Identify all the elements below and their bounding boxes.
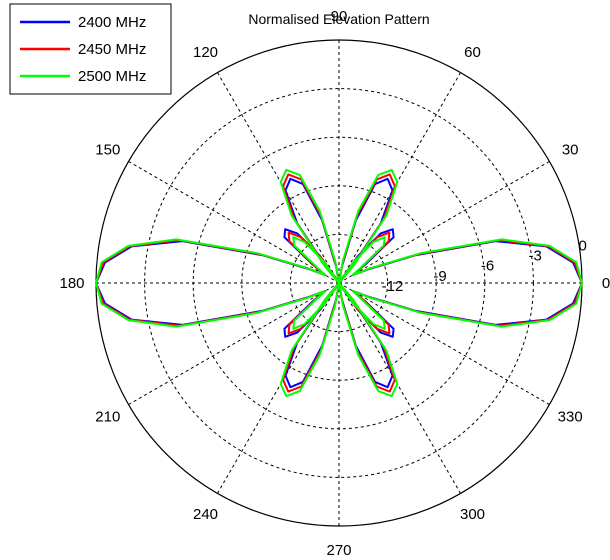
angle-tick-label: 180 [59,275,84,292]
legend-box [9,3,172,95]
angle-tick-label: 150 [95,142,120,159]
legend: 2400 MHz 2450 MHz 2500 MHz [9,3,172,95]
grid-spoke [338,282,550,405]
angle-tick-label: 270 [326,542,351,559]
radial-tick-label: -9 [433,268,446,285]
angle-tick-label: 240 [193,506,218,523]
radial-tick-label: -6 [481,258,494,275]
angle-tick-label: 330 [558,409,583,426]
grid-spoke [338,161,550,284]
angle-tick-label: 0 [602,275,610,292]
grid-spoke [128,161,340,284]
angle-tick-label: 210 [95,409,120,426]
chart-title: Normalised Elevation Pattern [248,11,429,27]
grid-spoke [338,72,461,284]
grid-spoke [128,282,340,405]
legend-label: 2400 MHz [78,14,146,31]
radial-tick-label: -3 [529,248,542,265]
angle-tick-label: 300 [460,506,485,523]
series-layer [95,168,583,398]
legend-label: 2450 MHz [78,41,146,58]
labels-layer: 0 30 60 90 120 150 180 210 240 270 300 330 0 -3 -6 -9 -1… [59,8,610,559]
angle-tick-label: 60 [464,44,481,61]
angle-tick-label: 120 [193,44,218,61]
legend-label: 2500 MHz [78,68,146,85]
grid-spoke [217,282,340,494]
angle-tick-label: 90 [331,8,348,25]
series-line [95,168,399,398]
radial-tick-label: 0 [579,238,587,255]
angle-tick-label: 30 [562,142,579,159]
radial-tick-label: -12 [382,278,404,295]
grid-spoke [338,282,461,494]
grid-spoke [217,72,340,284]
